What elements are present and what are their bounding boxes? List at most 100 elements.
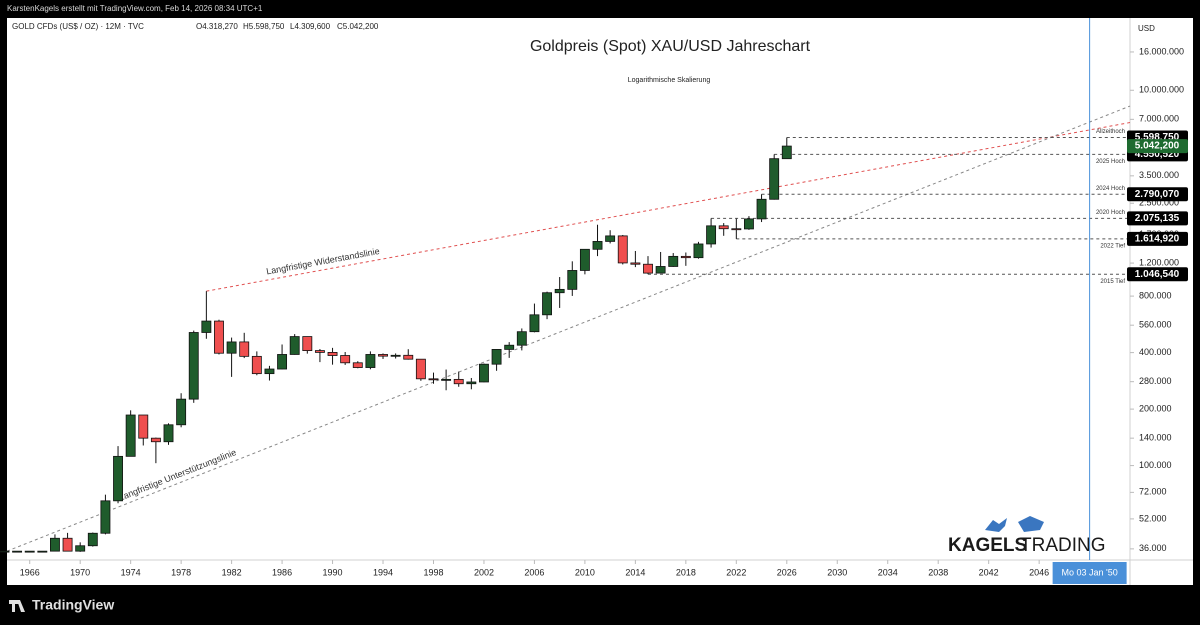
candle-body <box>176 398 187 426</box>
crosshair-box <box>1052 562 1127 584</box>
candle-body <box>428 378 439 381</box>
x-tick-label: 2038 <box>928 567 948 577</box>
candle-body <box>542 292 552 316</box>
candle-body <box>592 241 603 250</box>
x-tick-label: 2006 <box>524 567 544 577</box>
y-tick-label: 280.000 <box>1139 376 1172 386</box>
y-tick-label: 1.200.000 <box>1139 257 1179 267</box>
ohlc-value: O4.318,270 <box>196 22 238 31</box>
y-tick-label: 200.000 <box>1139 403 1172 413</box>
candle-body <box>113 455 123 502</box>
candle-body <box>201 320 212 333</box>
trendline <box>206 122 1131 292</box>
candle-body <box>314 350 325 353</box>
x-tick-label: 2034 <box>878 567 898 577</box>
candle-body <box>617 235 628 264</box>
candle-body <box>415 358 426 380</box>
x-tick-label: 2014 <box>625 567 645 577</box>
candle-body <box>352 362 363 368</box>
chart-title: Goldpreis (Spot) XAU/USD Jahreschart <box>530 38 811 55</box>
price-box <box>1127 187 1188 202</box>
axis-unit: USD <box>1138 24 1155 33</box>
level-name: 2025 Hoch <box>1096 159 1125 165</box>
candle-body <box>680 255 691 259</box>
ohlc-value: C5.042,200 <box>337 22 379 31</box>
logo-text: TRADING <box>1020 535 1106 556</box>
x-tick-label: 2010 <box>575 567 595 577</box>
candle-body <box>251 355 262 375</box>
candle-body <box>277 354 288 370</box>
x-tick-label: 1986 <box>272 567 292 577</box>
candle-body <box>579 248 590 271</box>
y-tick-label: 72.000 <box>1139 487 1167 497</box>
candle-body <box>289 336 300 355</box>
y-tick-label: 36.000 <box>1139 543 1167 553</box>
level-name: Allzeithoch <box>1096 129 1125 135</box>
candle-body <box>516 331 527 346</box>
candle-body <box>781 145 792 160</box>
candle-body <box>643 263 653 274</box>
y-tick-label: 400.000 <box>1139 347 1172 357</box>
candle-body <box>226 341 237 354</box>
candle-body <box>302 336 313 351</box>
candle-body <box>75 545 86 552</box>
footer-brand: TradingView <box>32 597 114 613</box>
candle-body <box>529 314 540 333</box>
chart-panel <box>7 18 1193 585</box>
level-name: 2015 Tief <box>1100 279 1125 285</box>
candle-body <box>50 537 60 552</box>
candle-body <box>453 378 464 385</box>
candle-body <box>125 414 136 457</box>
candle-body <box>12 550 23 553</box>
candle-body <box>504 344 515 350</box>
candle-body <box>718 225 729 230</box>
x-tick-label: 2042 <box>979 567 999 577</box>
y-tick-label: 3.500.000 <box>1139 170 1179 180</box>
chart-subtitle: Logarithmische Skalierung <box>628 77 711 84</box>
candle-body <box>327 352 338 356</box>
candle-body <box>769 158 780 200</box>
price-box-label: 2.075,135 <box>1135 213 1180 224</box>
x-tick-label: 1966 <box>20 567 40 577</box>
x-tick-label: 1994 <box>373 567 393 577</box>
x-tick-label: 2046 <box>1029 567 1049 577</box>
y-tick-label: 2.500.000 <box>1139 198 1179 208</box>
candle-body <box>264 368 275 375</box>
y-tick-label: 52.000 <box>1139 513 1167 523</box>
candle-body <box>441 378 452 381</box>
credit: KarstenKagels erstellt mit TradingView.c… <box>7 4 263 13</box>
x-tick-label: 1990 <box>323 567 343 577</box>
x-tick-label: 2026 <box>777 567 797 577</box>
footer-logo <box>9 600 25 612</box>
x-tick-label: 2018 <box>676 567 696 577</box>
candle-body <box>0 550 10 553</box>
candle-body <box>491 349 502 365</box>
logo-text: KAGELS <box>948 535 1027 556</box>
x-tick-label: 1998 <box>423 567 443 577</box>
ohlc-value: H5.598,750 <box>243 22 285 31</box>
x-tick-label: 1970 <box>70 567 90 577</box>
y-tick-label: 100.000 <box>1139 460 1172 470</box>
level-name: 2020 Hoch <box>1096 210 1125 216</box>
candle-body <box>150 437 161 443</box>
ohlc-value: L4.309,600 <box>290 22 331 31</box>
last-price-label: 5.042,200 <box>1135 141 1180 152</box>
candle-body <box>554 288 565 294</box>
candle-body <box>630 262 641 265</box>
x-tick-label: 2030 <box>827 567 847 577</box>
price-box <box>1127 267 1188 282</box>
candle-body <box>24 550 35 553</box>
candle-body <box>479 363 489 383</box>
candle-body <box>214 320 224 354</box>
candle-body <box>706 225 717 245</box>
candle-body <box>100 500 111 534</box>
last-price-box <box>1127 139 1188 154</box>
candle-body <box>693 243 704 259</box>
candle-body <box>731 228 742 231</box>
candle-body <box>466 381 477 385</box>
candle-body <box>163 424 174 443</box>
crosshair-label: Mo 03 Jan '50 <box>1061 567 1117 577</box>
candle-body <box>743 218 754 230</box>
price-box-label: 4.550,520 <box>1135 149 1180 160</box>
